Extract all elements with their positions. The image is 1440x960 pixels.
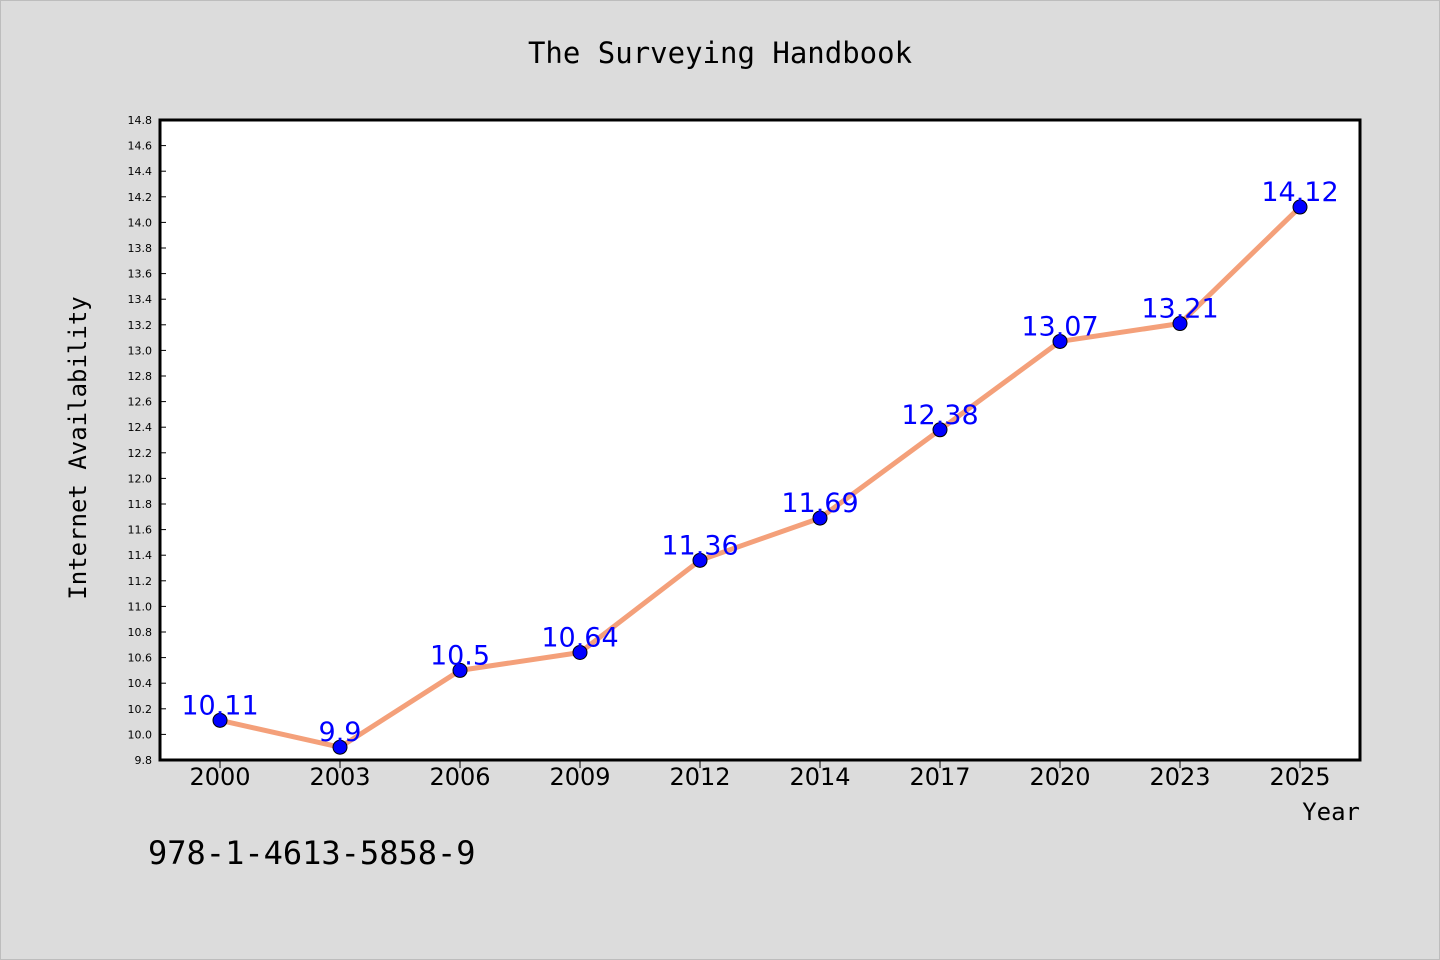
y-tick-label: 11.4	[128, 549, 153, 562]
data-label: 10.64	[541, 622, 618, 653]
y-tick-label: 11.2	[128, 575, 153, 588]
y-tick-label: 10.2	[128, 703, 153, 716]
y-tick-label: 10.4	[128, 677, 153, 690]
data-point	[452, 662, 468, 678]
data-label: 13.07	[1021, 311, 1098, 342]
y-tick-label: 10.0	[128, 728, 153, 741]
y-tick-label: 11.8	[128, 498, 153, 511]
y-tick-label: 13.4	[128, 293, 153, 306]
x-tick-label: 2009	[549, 763, 610, 791]
y-tick-label: 14.6	[128, 140, 153, 153]
y-tick-label: 10.6	[128, 652, 153, 665]
y-tick-label: 12.0	[128, 472, 153, 485]
y-tick-label: 14.8	[128, 114, 153, 127]
y-tick-label: 13.8	[128, 242, 153, 255]
x-tick-label: 2023	[1149, 763, 1210, 791]
x-tick-label: 2003	[309, 763, 370, 791]
y-axis: 9.8 10.0 10.2 10.4 10.6 10.8 11.0 11.2 11.4 11.6 1…	[128, 114, 166, 767]
data-label: 14.12	[1261, 177, 1338, 208]
data-label: 11.69	[781, 488, 858, 519]
y-tick-label: 13.2	[128, 319, 153, 332]
x-tick-label: 2025	[1269, 763, 1330, 791]
isbn-annotation: 978-1-4613-5858-9	[148, 834, 476, 872]
x-tick-label: 2017	[909, 763, 970, 791]
data-point	[932, 422, 948, 438]
data-label: 12.38	[901, 400, 978, 431]
data-point	[1292, 199, 1308, 215]
x-tick-label: 2020	[1029, 763, 1090, 791]
y-tick-label: 11.0	[128, 600, 153, 613]
data-point	[692, 552, 708, 568]
data-label: 13.21	[1141, 294, 1218, 325]
data-point	[572, 644, 588, 660]
data-point	[1052, 333, 1068, 349]
data-point	[812, 510, 828, 526]
data-point	[332, 739, 348, 755]
x-tick-label: 2012	[669, 763, 730, 791]
y-tick-label: 14.2	[128, 191, 153, 204]
y-tick-label: 13.0	[128, 344, 153, 357]
data-point	[212, 712, 228, 728]
y-tick-label: 9.8	[135, 754, 153, 767]
data-label: 10.11	[181, 690, 258, 721]
data-label: 10.5	[430, 640, 490, 671]
y-tick-label: 14.0	[128, 216, 153, 229]
chart-title: The Surveying Handbook	[528, 36, 913, 70]
plot-area	[158, 118, 1362, 762]
y-tick-label: 14.4	[128, 165, 153, 178]
y-axis-label: Internet Availability	[64, 296, 92, 599]
series-line	[219, 205, 1302, 750]
series-group: 10.11 9.9 10.5 10.64 11.36 11.69 12.38 13.07 13.…	[181, 177, 1339, 755]
y-tick-label: 12.4	[128, 421, 153, 434]
x-axis-label: Year	[1302, 798, 1360, 826]
data-point	[1172, 316, 1188, 332]
x-tick-label: 2006	[429, 763, 490, 791]
y-tick-label: 12.6	[128, 396, 153, 409]
y-tick-label: 12.8	[128, 370, 153, 383]
y-tick-label: 13.6	[128, 268, 153, 281]
y-tick-label: 10.8	[128, 626, 153, 639]
data-label: 9.9	[319, 717, 362, 748]
y-tick-label: 12.2	[128, 447, 153, 460]
x-axis: 2000 2003 2006 2009 2012 2014 2017 2020 2023 2025	[189, 760, 1331, 791]
data-label: 11.36	[661, 530, 738, 561]
x-tick-label: 2000	[189, 763, 250, 791]
y-tick-label: 11.6	[128, 524, 153, 537]
x-tick-label: 2014	[789, 763, 850, 791]
